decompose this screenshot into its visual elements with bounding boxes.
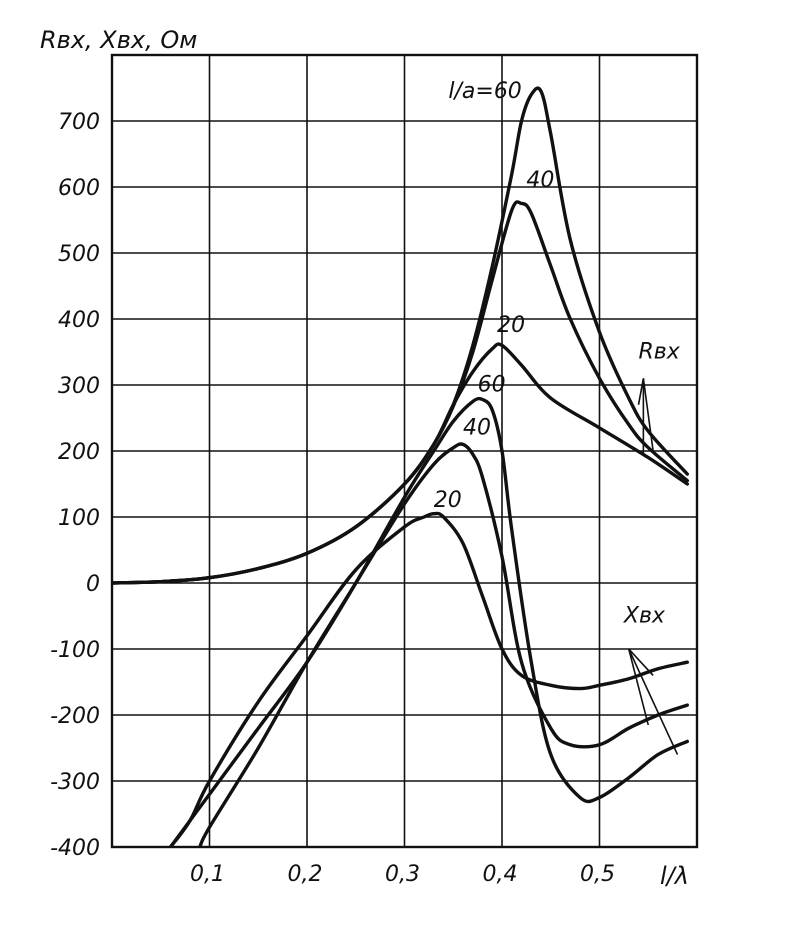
y-tick-label: 100 — [58, 506, 100, 531]
x-curve-2 — [168, 511, 689, 847]
x-tick-label: 0,5 — [580, 862, 615, 887]
grid — [112, 55, 697, 847]
x-tick-label: 0,1 — [190, 862, 225, 887]
curves — [112, 86, 689, 847]
curve-label: 40 — [526, 168, 554, 193]
y-tick-label: 700 — [58, 110, 100, 135]
y-axis-title: Rвх, Xвх, Ом — [40, 26, 197, 54]
callout-leader — [627, 648, 650, 726]
curve-label: 20 — [434, 488, 462, 513]
labels: -400 -300 -200 -100 0 100 200 300 400 500 600 700 0,… — [50, 79, 681, 887]
curve-label: 60 — [478, 373, 506, 398]
curve-label: Xвх — [623, 604, 666, 629]
curve-label: l/a=60 — [448, 79, 521, 104]
curve-label: 40 — [463, 416, 491, 441]
y-tick-label: 500 — [58, 242, 100, 267]
y-tick-label: 600 — [58, 176, 100, 201]
x-tick-label: 0,4 — [483, 862, 518, 887]
y-tick-label: 0 — [86, 572, 100, 597]
y-tick-label: -200 — [50, 704, 100, 729]
y-tick-label: -300 — [50, 770, 100, 795]
curve-label: Rвх — [639, 340, 681, 365]
x-tick-label: 0,2 — [288, 862, 323, 887]
x-tick-label: 0,3 — [385, 862, 420, 887]
x-curve-0 — [168, 396, 689, 847]
callout-leader — [637, 378, 645, 405]
r-curve-1 — [112, 200, 689, 585]
x-axis-title: l/λ — [660, 862, 689, 890]
y-tick-label: 300 — [58, 374, 100, 399]
callout-leader — [628, 648, 654, 676]
y-tick-label: 200 — [58, 440, 100, 465]
curve-label: 20 — [497, 313, 525, 338]
y-tick-label: -100 — [50, 638, 100, 663]
y-tick-label: 400 — [58, 308, 100, 333]
y-tick-label: -400 — [50, 836, 100, 861]
x-curve-1 — [198, 442, 689, 847]
plot-frame — [110, 53, 699, 849]
callout-leader — [642, 378, 654, 452]
callouts — [627, 378, 679, 755]
r-curve-2 — [112, 342, 689, 585]
callout-leader — [628, 648, 679, 755]
plot-border — [110, 53, 699, 849]
